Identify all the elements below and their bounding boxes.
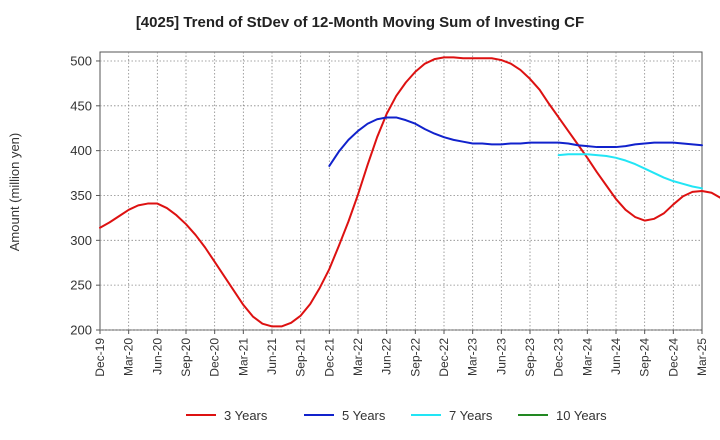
x-tick-label: Mar-24 [580, 338, 594, 376]
x-tick-label: Jun-20 [150, 338, 164, 375]
legend-label-3-years: 3 Years [224, 408, 268, 423]
x-tick-label: Dec-22 [437, 338, 451, 377]
series-line-7-years [557, 153, 703, 190]
x-tick-label: Mar-25 [695, 338, 709, 376]
y-tick-label: 400 [70, 143, 92, 158]
x-tick-label: Sep-20 [179, 338, 193, 377]
series-line-5-years [328, 116, 703, 167]
x-tick-label: Dec-21 [322, 338, 336, 377]
x-tick-label: Dec-20 [208, 338, 222, 377]
legend-label-5-years: 5 Years [342, 408, 386, 423]
x-tick-label: Sep-24 [638, 338, 652, 377]
x-tick-label: Dec-19 [93, 338, 107, 377]
y-tick-label: 350 [70, 188, 92, 203]
legend: 3 Years 5 Years 7 Years 10 Years [186, 408, 607, 423]
y-tick-label: 250 [70, 278, 92, 293]
plot-frame [99, 51, 703, 331]
grid-layer [99, 51, 703, 331]
series-line-3-years [99, 56, 720, 328]
x-tick-label: Mar-21 [236, 338, 250, 376]
x-tick-label: Sep-23 [523, 338, 537, 377]
axis-layer: Dec-19 Mar-20 Jun-20 Sep-20 Dec-20 Mar-21 Jun-… [70, 53, 709, 376]
y-axis-label: Amount (million yen) [7, 133, 22, 252]
series-layer [99, 56, 720, 328]
x-tick-label: Jun-24 [609, 338, 623, 375]
x-tick-label: Jun-22 [380, 338, 394, 375]
x-tick-label: Mar-20 [122, 338, 136, 376]
chart-title: [4025] Trend of StDev of 12-Month Moving… [135, 14, 585, 31]
y-tick-label: 500 [70, 53, 92, 68]
x-tick-label: Mar-23 [466, 338, 480, 376]
legend-label-10-years: 10 Years [556, 408, 607, 423]
x-tick-label: Jun-23 [494, 338, 508, 375]
x-tick-label: Sep-22 [408, 338, 422, 377]
y-tick-label: 450 [70, 98, 92, 113]
x-tick-label: Mar-22 [351, 338, 365, 376]
x-tick-label: Jun-21 [265, 338, 279, 375]
legend-label-7-years: 7 Years [449, 408, 493, 423]
x-tick-label: Dec-23 [552, 338, 566, 377]
x-tick-label: Dec-24 [666, 338, 680, 377]
x-tick-label: Sep-21 [294, 338, 308, 377]
y-tick-label: 300 [70, 233, 92, 248]
y-tick-label: 200 [70, 323, 92, 338]
